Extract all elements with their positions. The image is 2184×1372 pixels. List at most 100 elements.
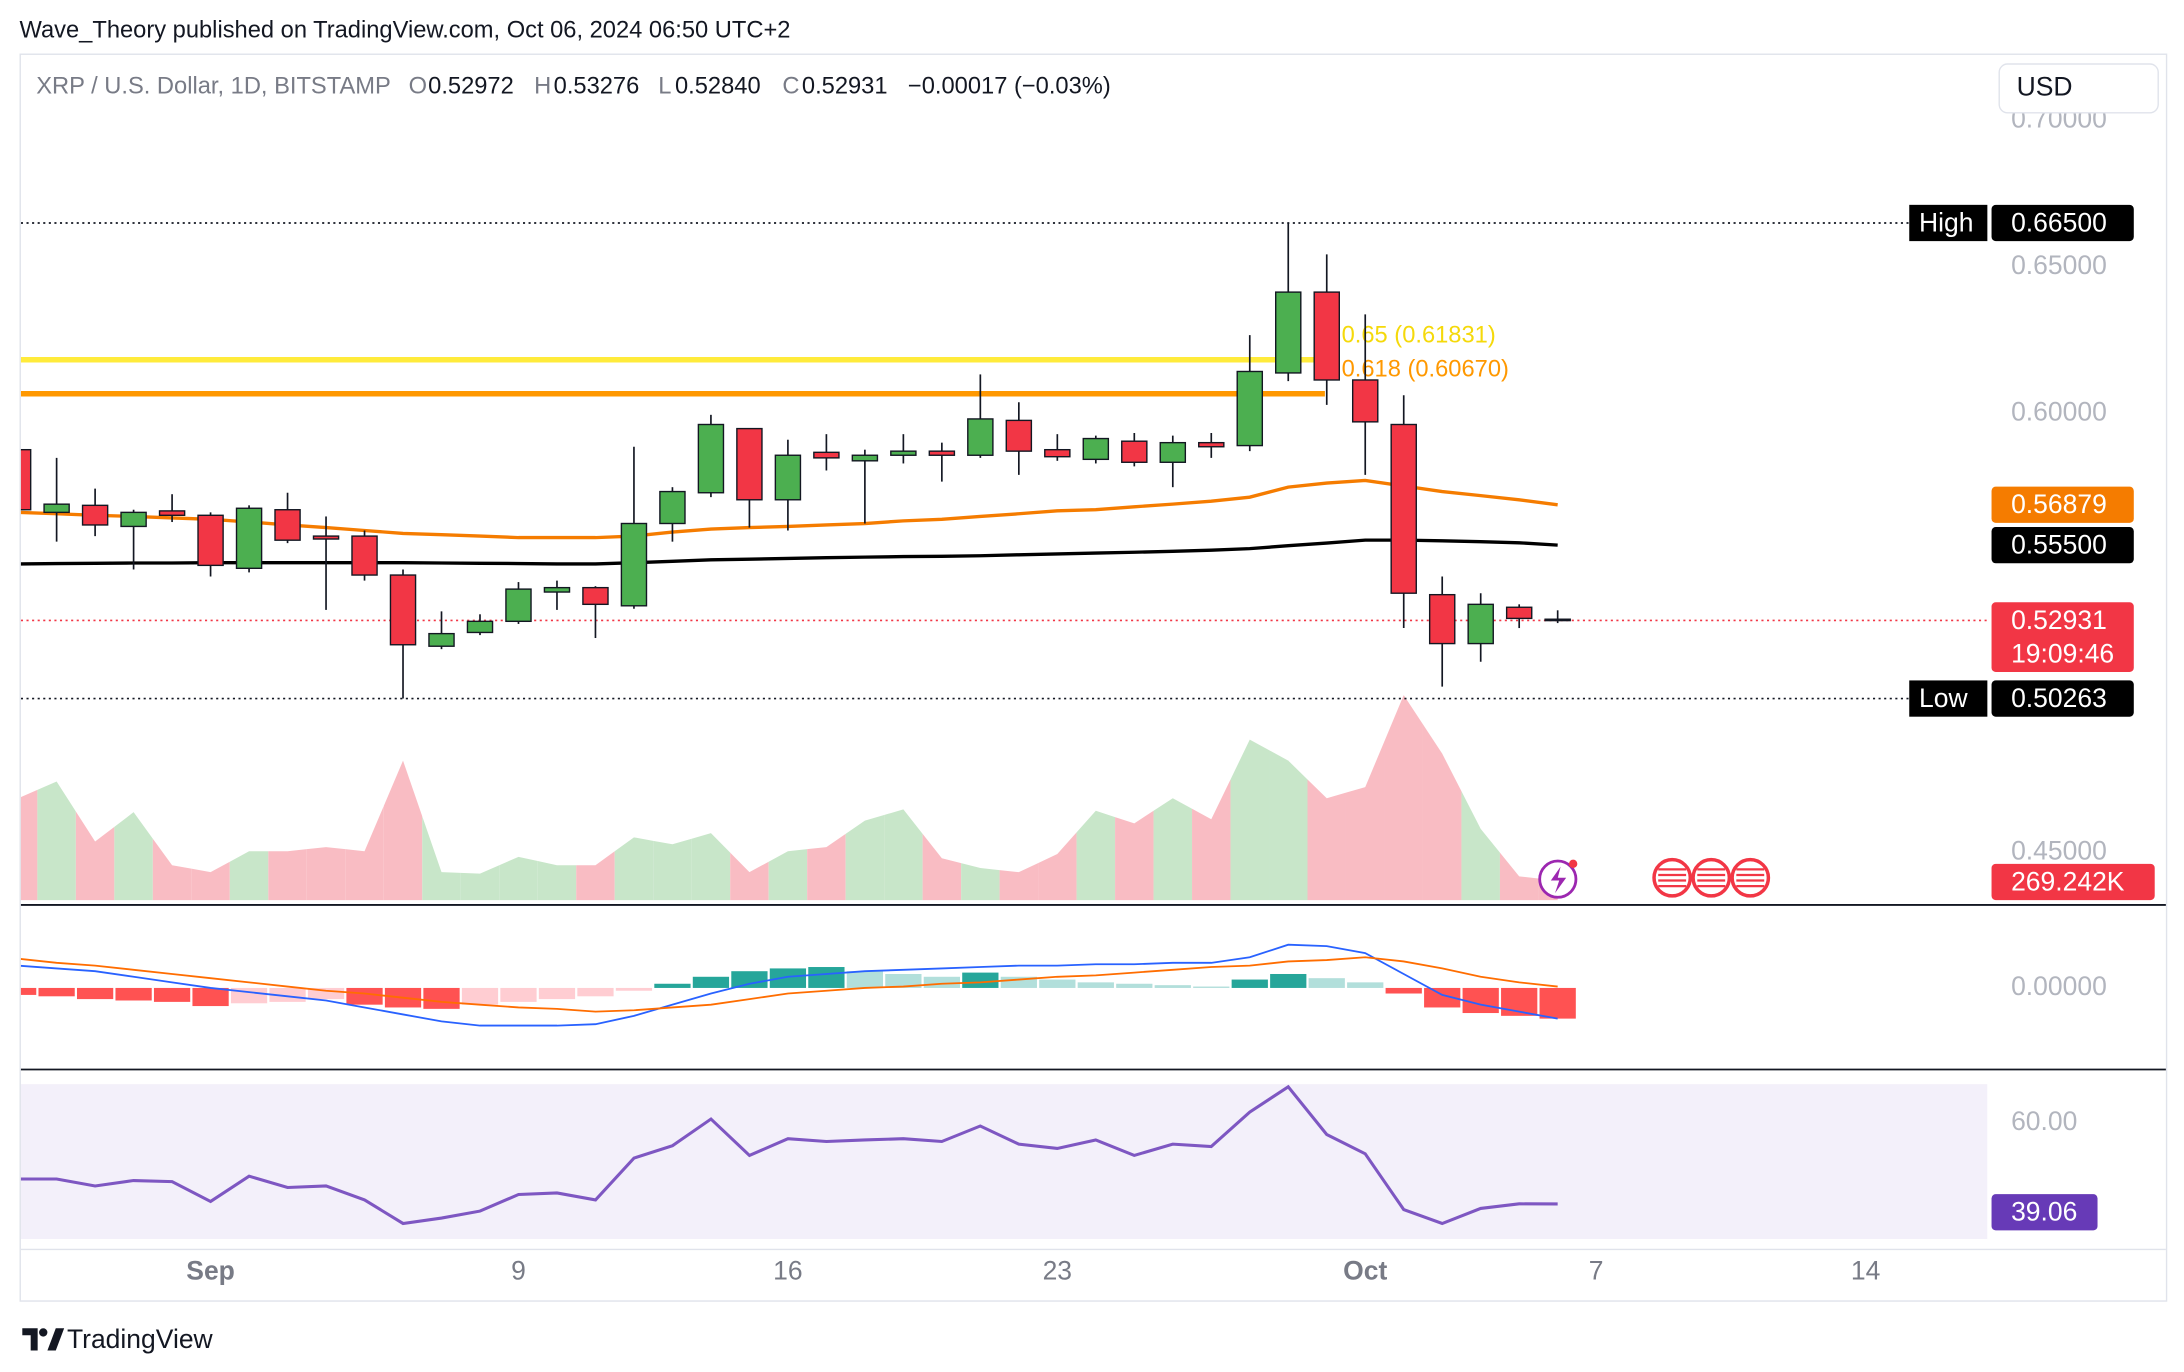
candle-body (1351, 379, 1379, 423)
y-tick-label: 0.00000 (2011, 971, 2107, 1001)
volume-area (1076, 810, 1116, 901)
logo-part (22, 1328, 38, 1351)
macd-histogram-bar (1039, 979, 1076, 988)
candle-body (736, 427, 763, 501)
level-value-box (1991, 680, 2134, 717)
rsi-last-value: 39.06 (2011, 1197, 2077, 1227)
volume-area (460, 865, 500, 901)
level-value: 0.66500 (2011, 207, 2107, 237)
candle-body (389, 574, 417, 646)
macd-histogram-bar (1462, 987, 1499, 1014)
macd-histogram-bar (885, 973, 922, 988)
macd-histogram-bar (38, 987, 75, 997)
candle-body (1390, 423, 1417, 594)
volume-area (1345, 741, 1385, 901)
level-tag-box (1909, 680, 1988, 717)
macd-histogram-bar (500, 987, 537, 1002)
candle-body (1467, 603, 1494, 645)
logo-part (39, 1328, 48, 1337)
level-value-box (1991, 204, 2134, 242)
attribution: Wave_Theory published on TradingView.com… (20, 17, 791, 43)
level-tag: High (1919, 207, 1973, 237)
macd-histogram-bar (1000, 976, 1037, 988)
macd-histogram-bar (692, 976, 730, 988)
macd-histogram-bar (1154, 985, 1191, 988)
macd-histogram-bar (615, 987, 653, 991)
macd-histogram-bar (846, 971, 884, 988)
macd-histogram-bar (346, 987, 383, 1005)
logo-part (47, 1328, 65, 1351)
candle-body (43, 503, 70, 514)
volume-area (114, 812, 153, 901)
volume-area (768, 849, 808, 901)
candle-body (1313, 291, 1340, 381)
currency-label[interactable]: USD (2017, 71, 2073, 101)
volume-area (191, 861, 230, 901)
ma-last-value: 0.56879 (2011, 489, 2107, 519)
us-flag-icon[interactable] (1652, 857, 1693, 898)
candle-body (659, 490, 686, 525)
macd-histogram-bar (1193, 986, 1230, 988)
candle-body (543, 586, 571, 593)
candle-body (1044, 448, 1071, 458)
macd-histogram-bar (769, 968, 807, 988)
macd-histogram-bar (1231, 979, 1268, 988)
legend-key: O (409, 73, 427, 99)
macd-histogram-bar (1539, 987, 1576, 1019)
overlay-layer: XRP / U.S. Dollar, 1D, BITSTAMP O 0.5297… (22, 63, 2159, 1354)
us-flag-icon[interactable] (1730, 857, 1771, 898)
volume-area (499, 856, 538, 901)
rsi-line (20, 1084, 1558, 1226)
volume-area (653, 838, 692, 901)
legend-value: 0.52931 (802, 73, 888, 99)
volume-area (1461, 791, 1500, 901)
candle-body (120, 511, 147, 528)
rsi-band (20, 1084, 1988, 1239)
x-tick-label: Oct (1343, 1255, 1387, 1285)
volume-area (807, 833, 846, 901)
macd-histogram-bar (269, 987, 306, 1002)
macd-histogram-bar (1424, 987, 1461, 1008)
macd-histogram-bar (1116, 983, 1153, 988)
volume-area (1115, 810, 1154, 901)
volume-area (152, 838, 192, 901)
volume-area (1192, 779, 1231, 901)
us-flag-icon[interactable] (1691, 857, 1732, 898)
candle-body (851, 454, 879, 462)
volume-area (1307, 779, 1346, 901)
volume-area (1499, 852, 1539, 901)
candle-body (1505, 606, 1533, 620)
macd-histogram-bar (153, 987, 191, 1002)
candle-body (197, 514, 224, 567)
ma-last-value: 0.55500 (2011, 530, 2107, 560)
candle-body (505, 588, 532, 623)
macd-histogram-bar (20, 987, 37, 995)
legend-value: 0.52972 (428, 73, 514, 99)
volume-area (691, 833, 731, 901)
macd-histogram-bar (423, 987, 460, 1009)
candle-body (1121, 440, 1148, 463)
macd-histogram-bar (923, 976, 960, 988)
volume-area (999, 863, 1039, 901)
candle-body (158, 510, 186, 516)
candle-body (274, 509, 301, 541)
volume-area (37, 781, 76, 901)
legend-key: H (534, 73, 551, 99)
y-tick-label: 0.60000 (2011, 396, 2107, 426)
macd-histogram-bar (76, 987, 114, 1000)
candle-body (1428, 593, 1456, 645)
y-tick-label: 60.00 (2011, 1106, 2077, 1136)
currency-button[interactable] (1998, 63, 2159, 114)
candle-body (1544, 618, 1571, 622)
macd-line (20, 943, 1558, 1027)
candle-body (1275, 291, 1302, 374)
macd-line (20, 956, 1558, 1013)
rsi-last-value-box (1991, 1194, 2098, 1231)
candle-body (813, 451, 840, 459)
candle-body (1198, 441, 1225, 448)
event-dot (1568, 859, 1578, 868)
macd-histogram-bar (1308, 978, 1345, 988)
bar-countdown: 19:09:46 (2011, 638, 2114, 668)
flag-stripes (1658, 868, 1765, 888)
